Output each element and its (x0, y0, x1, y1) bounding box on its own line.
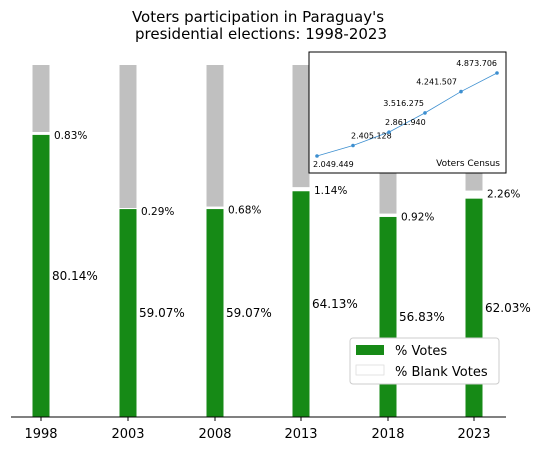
x-tick-label-2018: 2018 (371, 427, 404, 442)
label-blank-2008: 0.68% (228, 205, 261, 217)
inset-title: Voters Census (436, 159, 500, 169)
bar-remainder-1998 (32, 65, 50, 132)
inset-value-label-2023: 4.873.706 (456, 59, 497, 68)
bar-remainder-2013 (292, 65, 310, 188)
legend-label-blank: % Blank Votes (395, 365, 488, 380)
bar-remainder-2003 (119, 65, 137, 209)
inset-value-label-1998: 2.049.449 (313, 160, 354, 169)
bar-votes-1998 (32, 134, 50, 417)
x-tick-label-2023: 2023 (457, 427, 490, 442)
label-votes-2003: 59.07% (139, 306, 185, 320)
inset-point-1998 (315, 154, 319, 158)
label-votes-2018: 56.83% (399, 310, 445, 324)
label-votes-2008: 59.07% (226, 306, 272, 320)
label-blank-2013: 1.14% (314, 185, 347, 197)
bar-votes-2013 (292, 191, 310, 417)
x-tick-label-2008: 2008 (198, 427, 231, 442)
legend-swatch-blank (355, 364, 385, 376)
label-blank-2003: 0.29% (141, 206, 174, 218)
bar-blank-1998 (32, 131, 50, 135)
bar-blank-2018 (379, 213, 397, 217)
inset-value-label-2008: 2.861.940 (385, 118, 426, 127)
bar-blank-2023 (465, 190, 483, 199)
bar-votes-2018 (379, 216, 397, 417)
inset-frame (308, 51, 507, 174)
x-tick-label-2003: 2003 (111, 427, 144, 442)
inset-value-label-2018: 4.241.507 (416, 78, 457, 87)
label-votes-2023: 62.03% (485, 301, 531, 315)
inset-point-2003 (351, 143, 355, 148)
legend-label-votes: % Votes (395, 344, 447, 359)
bar-blank-2013 (292, 187, 310, 192)
bar-blank-2008 (206, 206, 224, 210)
inset-value-label-2003: 2.405.128 (351, 132, 392, 141)
inset-line (316, 72, 498, 157)
inset-point-2018 (459, 89, 463, 94)
inset-point-2008 (387, 130, 391, 134)
chart-title-line-1: Voters participation in Paraguay's (132, 8, 384, 26)
x-tick-label-2013: 2013 (284, 427, 317, 442)
inset-point-2023 (495, 71, 499, 75)
label-blank-1998: 0.83% (54, 130, 87, 142)
legend-box (349, 337, 500, 385)
label-blank-2018: 0.92% (401, 212, 434, 224)
x-ticks: 1998 2003 2008 2013 2018 2023 (24, 417, 491, 442)
bar-blank-2003 (119, 208, 137, 210)
x-tick-label-1998: 1998 (24, 427, 57, 442)
inset-series: 2.049.449 2.405.128 2.861.940 3.516.275 4.24… (313, 59, 499, 169)
labels-group: 80.14% 0.83% 59.07% 0.29% 59.07% 0.68% 64.13% 1… (52, 130, 531, 324)
label-votes-2013: 64.13% (312, 297, 358, 311)
inset-chart: 2.049.449 2.405.128 2.861.940 3.516.275 4.24… (308, 51, 507, 174)
bar-votes-2008 (206, 209, 224, 417)
bar-votes-2003 (119, 209, 137, 417)
chart-title-line-2: presidential elections: 1998-2023 (135, 25, 387, 43)
label-blank-2023: 2.26% (487, 189, 520, 201)
legend-swatch-votes (356, 345, 384, 355)
label-votes-1998: 80.14% (52, 269, 98, 283)
legend: % Votes % Blank Votes (349, 337, 500, 385)
bar-remainder-2008 (206, 65, 224, 207)
inset-value-label-2013: 3.516.275 (383, 99, 424, 108)
inset-point-2013 (423, 111, 427, 115)
